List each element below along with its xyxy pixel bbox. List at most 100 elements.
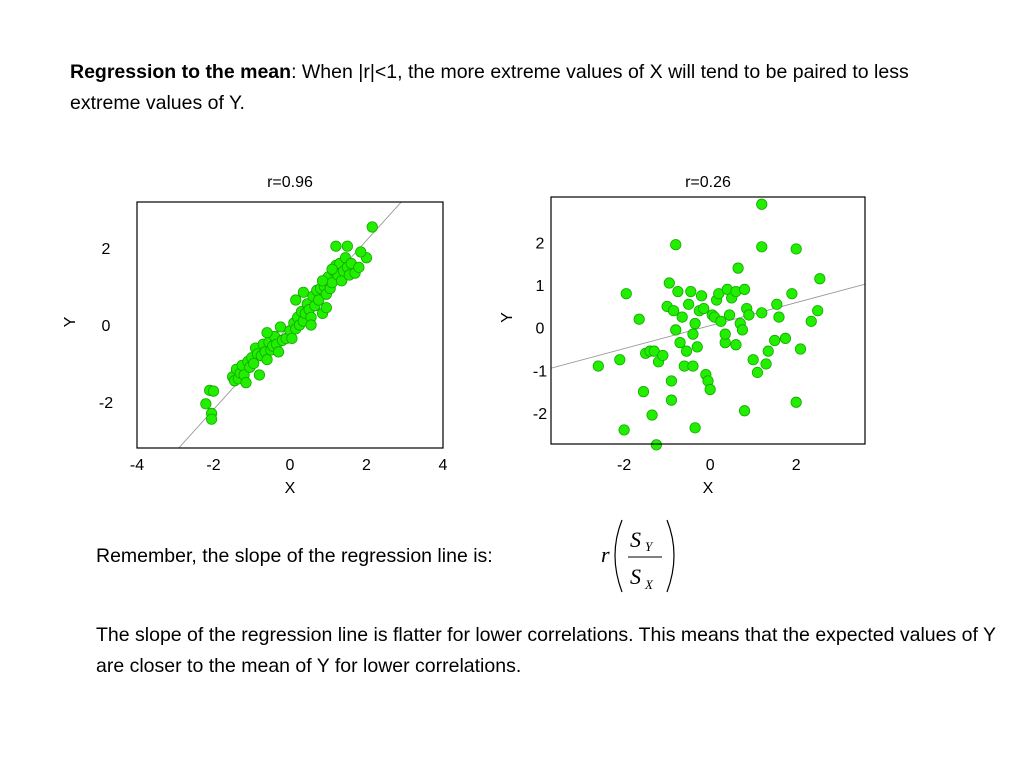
data-point [769,334,781,347]
data-point [272,346,285,358]
y-tick-label: 0 [102,318,111,335]
formula-denominator: S [630,564,641,589]
y-axis-label: Y [499,312,516,323]
data-point [341,240,353,252]
data-point [814,273,826,285]
data-point [305,319,317,331]
data-point [633,313,645,325]
x-tick-label: -4 [130,457,144,474]
intro-heading: Regression to the mean [70,61,292,83]
data-point [760,358,772,370]
intro-paragraph: Regression to the mean: When |r|<1, the … [70,57,930,119]
data-point [751,366,764,379]
data-point [667,305,680,317]
data-point [698,302,710,315]
data-point [620,288,632,300]
data-point [786,288,798,300]
formula-numerator-sub: Y [645,539,654,554]
data-point [738,405,751,417]
data-point [689,317,701,330]
x-tick-label: -2 [206,457,220,474]
data-point [756,241,768,253]
x-tick-label: -2 [617,457,631,474]
data-point [665,375,678,387]
x-axis-label: X [285,480,296,497]
data-point [657,349,669,362]
data-point [790,396,802,408]
data-point [261,327,273,339]
y-tick-label: -2 [99,395,113,412]
closing-paragraph: The slope of the regression line is flat… [96,624,996,677]
data-point [672,285,684,298]
data-point [261,353,273,366]
data-point [812,305,824,317]
data-point [736,324,749,336]
data-point [353,261,365,273]
data-point [779,332,792,344]
data-point [297,286,309,298]
x-tick-label: 0 [706,457,715,474]
data-point [691,341,703,353]
data-point [290,294,302,306]
regression-line [551,283,865,369]
x-axis-label: X [703,480,714,497]
data-point [240,377,252,389]
data-point [320,302,332,314]
data-point [756,198,768,210]
data-point [680,345,693,357]
data-point [747,354,759,366]
data-point [762,345,774,357]
remember-text: Remember, the slope of the regression li… [96,545,493,567]
data-point [330,240,342,252]
data-point [704,383,716,396]
data-point [637,386,650,398]
data-point [743,309,755,321]
data-point [650,439,662,451]
data-point [683,298,695,310]
x-tick-label: 2 [792,457,801,474]
data-point [646,409,658,421]
data-point [719,328,731,340]
x-tick-label: 0 [286,457,295,474]
scatter-chart-2: r=0.26 -2 0 2 -2 -1 0 1 2 X Y [499,174,866,497]
x-tick-label: 4 [439,457,448,474]
data-point [715,315,727,327]
data-point [685,285,697,298]
data-point [730,339,742,351]
data-point [316,275,329,287]
data-point [670,324,682,336]
data-point [689,422,701,434]
data-point [253,369,265,381]
data-point [805,315,817,327]
data-point [200,398,212,410]
data-point [676,311,688,323]
plot-frame [136,201,444,449]
formula-denominator-sub: X [644,577,654,592]
data-point [665,394,678,406]
scatter-chart-1: r=0.96 -4 -2 0 2 4 -2 0 2 X Y [62,174,448,497]
data-point [274,321,287,333]
plot-frame [550,196,866,445]
data-point [723,309,736,321]
data-point [687,328,699,340]
data-point [773,311,785,323]
data-point [355,246,367,258]
y-tick-label: 2 [536,236,545,253]
x-tick-label: 2 [362,457,371,474]
formula-left-paren [614,519,623,593]
data-point [790,243,802,255]
chart-title: r=0.26 [685,174,731,191]
data-point [326,263,338,275]
data-point [738,283,751,296]
data-point [771,298,783,310]
data-point [205,413,218,425]
formula-r: r [601,542,610,567]
data-point [286,332,298,345]
data-point [614,354,626,366]
chart-title: r=0.96 [267,174,313,191]
data-point [674,337,686,349]
y-tick-label: 1 [536,278,545,295]
data-point [687,360,699,372]
